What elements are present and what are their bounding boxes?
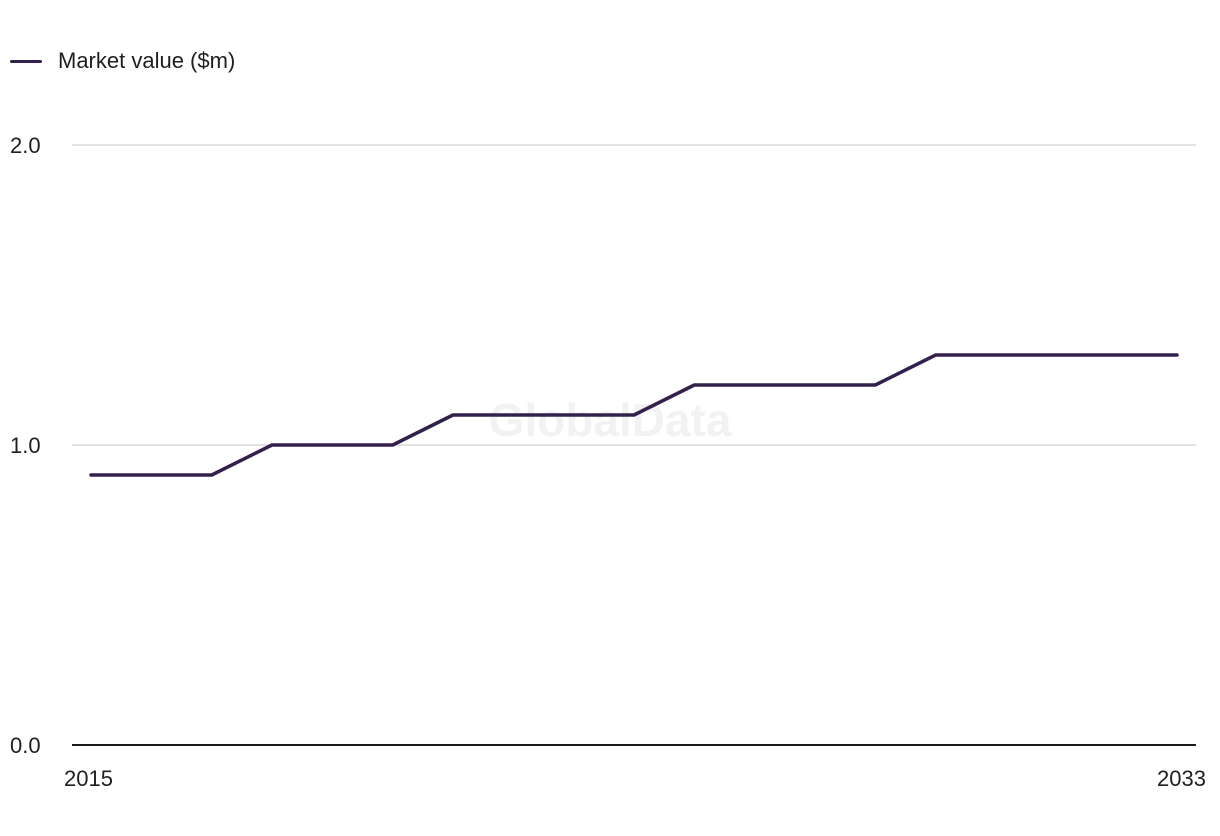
gridlines: [72, 144, 1196, 446]
series-line: [89, 353, 1179, 477]
legend-swatch: [10, 59, 42, 63]
x-tick-label-end: 2033: [1157, 766, 1206, 791]
legend-label: Market value ($m): [58, 48, 236, 73]
watermark-text: GlobalData: [489, 394, 732, 446]
y-tick-label: 0.0: [10, 733, 41, 758]
series-lines: [89, 353, 1179, 477]
y-tick-label: 2.0: [10, 133, 41, 158]
chart-legend: Market value ($m): [10, 46, 235, 76]
x-tick-label-start: 2015: [64, 766, 113, 791]
y-axis-tick-labels: 0.0 1.0 2.0: [10, 133, 41, 758]
y-tick-label: 1.0: [10, 433, 41, 458]
x-axis-tick-labels: 2015 2033: [64, 766, 1206, 791]
